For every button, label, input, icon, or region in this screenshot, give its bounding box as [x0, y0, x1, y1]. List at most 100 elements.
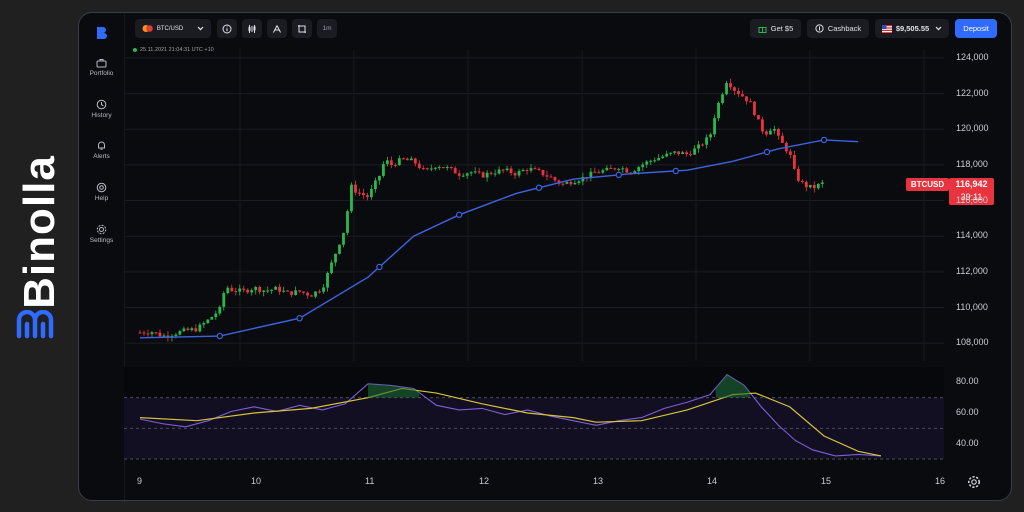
timeframe-button[interactable]: 1m: [317, 19, 337, 38]
candle-up: [445, 166, 449, 168]
current-price: 116,942: [955, 179, 988, 189]
candle-up: [717, 102, 720, 119]
candle-up: [254, 287, 258, 291]
candle-down: [246, 289, 250, 293]
sidebar-item-label: Alerts: [93, 153, 110, 160]
candle-countdown: 39:11: [960, 192, 983, 202]
candle-down: [366, 195, 369, 198]
candle-down: [525, 170, 529, 172]
candle-up: [150, 332, 154, 335]
time-tick-label: 13: [593, 476, 604, 486]
candle-down: [362, 192, 365, 196]
candle-down: [457, 173, 461, 176]
candle-down: [417, 163, 421, 169]
get-bonus-label: Get $5: [770, 24, 794, 33]
indicators-button[interactable]: [242, 19, 262, 38]
price-tick-label: 124,000: [956, 51, 989, 62]
sidebar-item-portfolio[interactable]: Portfolio: [79, 58, 124, 77]
candle-up: [370, 189, 373, 198]
candle-down: [677, 151, 681, 155]
candle-up: [461, 175, 465, 177]
candle-down: [800, 180, 804, 182]
candle-up: [573, 183, 577, 185]
sidebar-item-settings[interactable]: Settings: [79, 224, 124, 244]
candle-up: [250, 290, 254, 293]
chevron-down-icon: [197, 26, 204, 31]
candle-up: [202, 323, 206, 325]
time-tick-label: 14: [707, 476, 718, 486]
chart-settings-gear-icon[interactable]: [967, 475, 981, 489]
candle-down: [425, 168, 429, 170]
deposit-button[interactable]: Deposit: [955, 19, 997, 38]
time-tick-label: 11: [365, 476, 375, 486]
candle-down: [449, 166, 453, 168]
info-button[interactable]: [217, 19, 237, 38]
candle-up: [661, 156, 665, 158]
sidebar-item-label: Portfolio: [89, 70, 114, 77]
candle-down: [549, 176, 553, 178]
balance-selector[interactable]: $9,505.55: [875, 19, 949, 38]
candle-down: [613, 168, 617, 170]
candle-up: [697, 144, 700, 149]
price-chart[interactable]: [124, 49, 944, 467]
candle-down: [689, 154, 693, 156]
candle-up: [238, 288, 242, 292]
rsi-signal-line: [139, 387, 882, 457]
balance-amount: $9,505.55: [895, 24, 930, 33]
candle-up: [589, 171, 593, 179]
btc-usd-pair-icon: [142, 25, 153, 32]
sidebar: Portfolio History Alerts Help Settings: [79, 13, 125, 500]
candle-down: [138, 332, 142, 334]
candle-down: [354, 184, 357, 193]
candle-up: [653, 160, 657, 162]
sidebar-item-help[interactable]: Help: [79, 182, 124, 202]
candle-up: [198, 324, 202, 332]
get-bonus-button[interactable]: Get $5: [750, 19, 801, 38]
candle-up: [721, 94, 724, 103]
asset-selector[interactable]: BTC/USD: [135, 19, 211, 38]
candle-down: [545, 175, 549, 177]
rsi-overbought-fill: [715, 374, 750, 398]
candle-up: [210, 317, 214, 320]
candle-down: [753, 101, 756, 116]
chart-type-button[interactable]: [292, 19, 312, 38]
candle-up: [521, 170, 525, 172]
candle-down: [737, 90, 740, 95]
candle-down: [158, 332, 162, 337]
sidebar-item-label: Settings: [89, 237, 114, 244]
price-tick-label: 114,000: [956, 230, 988, 241]
candle-down: [765, 131, 768, 135]
candle-up: [577, 181, 581, 184]
candle-up: [673, 151, 677, 153]
candle-down: [489, 172, 493, 174]
brand-logo-icon: [16, 310, 54, 339]
candle-up: [601, 170, 605, 173]
cashback-button[interactable]: Cashback: [807, 19, 869, 38]
candle-up: [820, 182, 824, 184]
crop-frame-icon: [298, 24, 306, 33]
candle-up: [350, 184, 353, 212]
candle-up: [226, 287, 230, 294]
candle-up: [529, 168, 533, 171]
drawing-tools-button[interactable]: [267, 19, 287, 38]
candle-up: [346, 211, 349, 233]
gift-icon: [758, 27, 767, 33]
sidebar-item-history[interactable]: History: [79, 99, 124, 119]
candle-down: [625, 168, 629, 173]
moving-average-line: [139, 139, 859, 339]
candle-up: [665, 153, 669, 157]
candle-up: [469, 172, 473, 174]
candle-down: [513, 173, 517, 176]
sidebar-item-alerts[interactable]: Alerts: [79, 140, 124, 160]
candle-up: [709, 134, 712, 138]
moving-average-marker: [672, 167, 680, 175]
live-status-dot: [133, 47, 137, 52]
candle-down: [302, 291, 305, 293]
candle-up: [342, 232, 345, 245]
candle-down: [509, 168, 513, 174]
info-icon: [222, 24, 232, 33]
candle-up: [374, 180, 377, 190]
candle-down: [804, 181, 808, 188]
moving-average-marker: [763, 148, 771, 156]
candles-icon: [248, 24, 256, 33]
